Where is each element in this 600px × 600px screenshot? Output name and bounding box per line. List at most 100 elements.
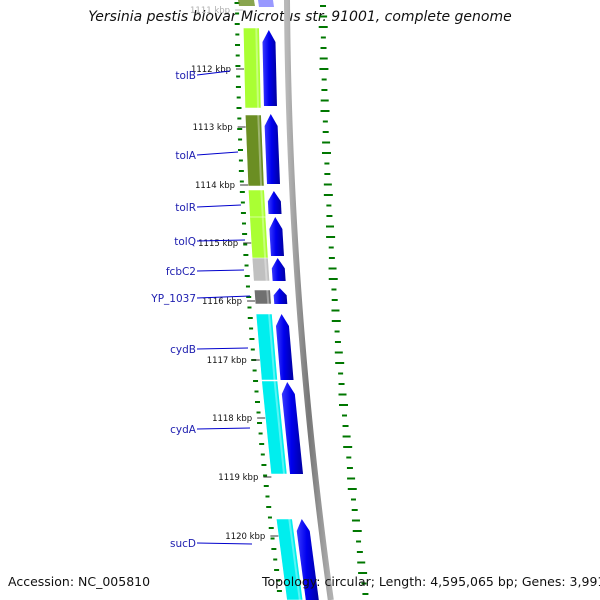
gc-content-dot bbox=[358, 572, 368, 574]
gc-skew-dot bbox=[243, 254, 249, 256]
gene-label-tolb: tolB bbox=[175, 70, 196, 82]
gc-skew-dot bbox=[244, 264, 249, 267]
gc-skew-dot bbox=[237, 149, 243, 151]
gc-content-dot bbox=[323, 194, 333, 196]
gene-arrow-tola bbox=[264, 114, 281, 184]
gene-blocks-track bbox=[238, 0, 304, 600]
gene-block-highlight bbox=[255, 27, 260, 109]
gc-content-dot bbox=[328, 246, 334, 249]
gene-block-highlight bbox=[264, 257, 268, 282]
gene-block-partial bbox=[238, 0, 255, 6]
gene-arrow-cyda bbox=[281, 382, 304, 474]
gc-content-dot bbox=[326, 215, 333, 217]
gene-block-highlight bbox=[268, 313, 276, 381]
gc-skew-dot bbox=[240, 212, 246, 214]
gc-content-dot bbox=[346, 467, 353, 469]
gc-content-dot bbox=[331, 288, 337, 291]
gene-label-yp_1037: YP_1037 bbox=[150, 293, 196, 305]
gc-skew-dot bbox=[274, 569, 280, 571]
gc-content-dot bbox=[351, 519, 360, 522]
gc-content-dot bbox=[342, 435, 351, 438]
gc-skew-dot bbox=[246, 296, 252, 298]
accession-text: Accession: NC_005810 bbox=[8, 574, 151, 589]
gc-content-dot bbox=[342, 425, 349, 427]
gc-skew-dot bbox=[259, 443, 265, 445]
gc-content-dot bbox=[319, 57, 328, 60]
gc-content-dot bbox=[338, 372, 344, 375]
gc-skew-dot bbox=[254, 390, 259, 393]
gc-skew-dot bbox=[236, 96, 241, 99]
gene-arrow-tolr bbox=[267, 191, 282, 214]
gc-content-dot bbox=[334, 330, 340, 333]
gene-block-sucd bbox=[275, 518, 304, 600]
gc-content-dot bbox=[326, 236, 336, 238]
gc-skew-dot bbox=[276, 590, 282, 592]
gene-label-leader bbox=[196, 295, 251, 299]
tick-label: 1118 kbp bbox=[212, 414, 252, 424]
gc-skew-dot bbox=[263, 485, 269, 487]
gene-block-cyda bbox=[261, 380, 288, 475]
gene-arrow-fcbc2 bbox=[271, 258, 286, 281]
gc-skew-dot bbox=[254, 401, 260, 403]
gc-skew-dot bbox=[239, 180, 244, 183]
gc-skew-dot bbox=[234, 23, 240, 25]
gene-block-highlight bbox=[261, 216, 267, 261]
gene-label-cyda: cydA bbox=[170, 424, 197, 436]
gc-content-dot bbox=[322, 131, 329, 133]
gc-skew-dot bbox=[252, 369, 257, 372]
gc-skew-dot bbox=[253, 380, 259, 382]
gc-content-dot bbox=[335, 362, 345, 364]
gc-content-dot bbox=[321, 89, 328, 91]
gc-content-dot bbox=[334, 341, 341, 343]
gc-skew-dot bbox=[242, 222, 247, 225]
gene-label-leader bbox=[196, 151, 239, 156]
gc-content-dot bbox=[328, 257, 335, 259]
gene-label-leader bbox=[196, 204, 242, 208]
gc-skew-dot bbox=[257, 422, 263, 424]
gc-content-dot bbox=[331, 320, 341, 322]
gc-content-dot bbox=[320, 110, 330, 112]
gene-label-sucd: sucD bbox=[170, 538, 196, 550]
gc-skew-dot bbox=[270, 537, 275, 540]
gene-block-cydb bbox=[255, 313, 278, 381]
gc-skew-dot bbox=[235, 54, 240, 57]
gc-content-dot bbox=[338, 393, 347, 396]
gc-skew-dot bbox=[271, 548, 277, 550]
gene-label-fcbc2: fcbC2 bbox=[166, 266, 196, 278]
gc-content-dot bbox=[361, 582, 367, 585]
gc-content-dot bbox=[322, 120, 328, 123]
gc-skew-dot bbox=[260, 453, 265, 456]
gc-skew-dot bbox=[237, 128, 243, 130]
gc-skew-dot bbox=[235, 86, 241, 88]
gc-content-dot bbox=[326, 204, 332, 207]
gc-content-dot bbox=[347, 488, 357, 490]
gc-skew-dot bbox=[240, 201, 245, 204]
gene-block-highlight bbox=[273, 380, 286, 475]
gc-content-dot bbox=[331, 309, 340, 312]
gc-content-dot bbox=[322, 141, 331, 144]
gc-content-dot bbox=[328, 267, 337, 270]
gc-content-dot bbox=[320, 5, 327, 7]
gc-content-dot bbox=[347, 477, 356, 480]
gc-skew-dot bbox=[235, 44, 241, 46]
gc-skew-dot bbox=[236, 107, 242, 109]
gc-skew-dot bbox=[243, 243, 248, 246]
gene-arrow-sucd bbox=[296, 519, 319, 600]
gc-content-dot bbox=[334, 351, 343, 354]
gc-content-dot bbox=[351, 509, 358, 511]
gc-skew-dot bbox=[258, 432, 263, 435]
gc-content-dot bbox=[323, 183, 332, 186]
gc-skew-dot bbox=[266, 506, 272, 508]
gene-label-tola: tolA bbox=[175, 150, 196, 162]
gene-label-leader bbox=[196, 427, 251, 430]
gene-label-tolr: tolR bbox=[175, 202, 196, 214]
gene-arrow-tolb bbox=[262, 30, 277, 106]
gc-skew-dot bbox=[268, 527, 274, 529]
gene-arrow-partial bbox=[258, 0, 274, 7]
gc-content-dot bbox=[331, 299, 338, 301]
gc-content-dot bbox=[326, 225, 335, 228]
gc-skew-dot bbox=[247, 317, 253, 319]
gc-skew-dot bbox=[235, 33, 240, 36]
gc-content-dot bbox=[320, 47, 327, 49]
tick-label: 1115 kbp bbox=[198, 239, 238, 249]
